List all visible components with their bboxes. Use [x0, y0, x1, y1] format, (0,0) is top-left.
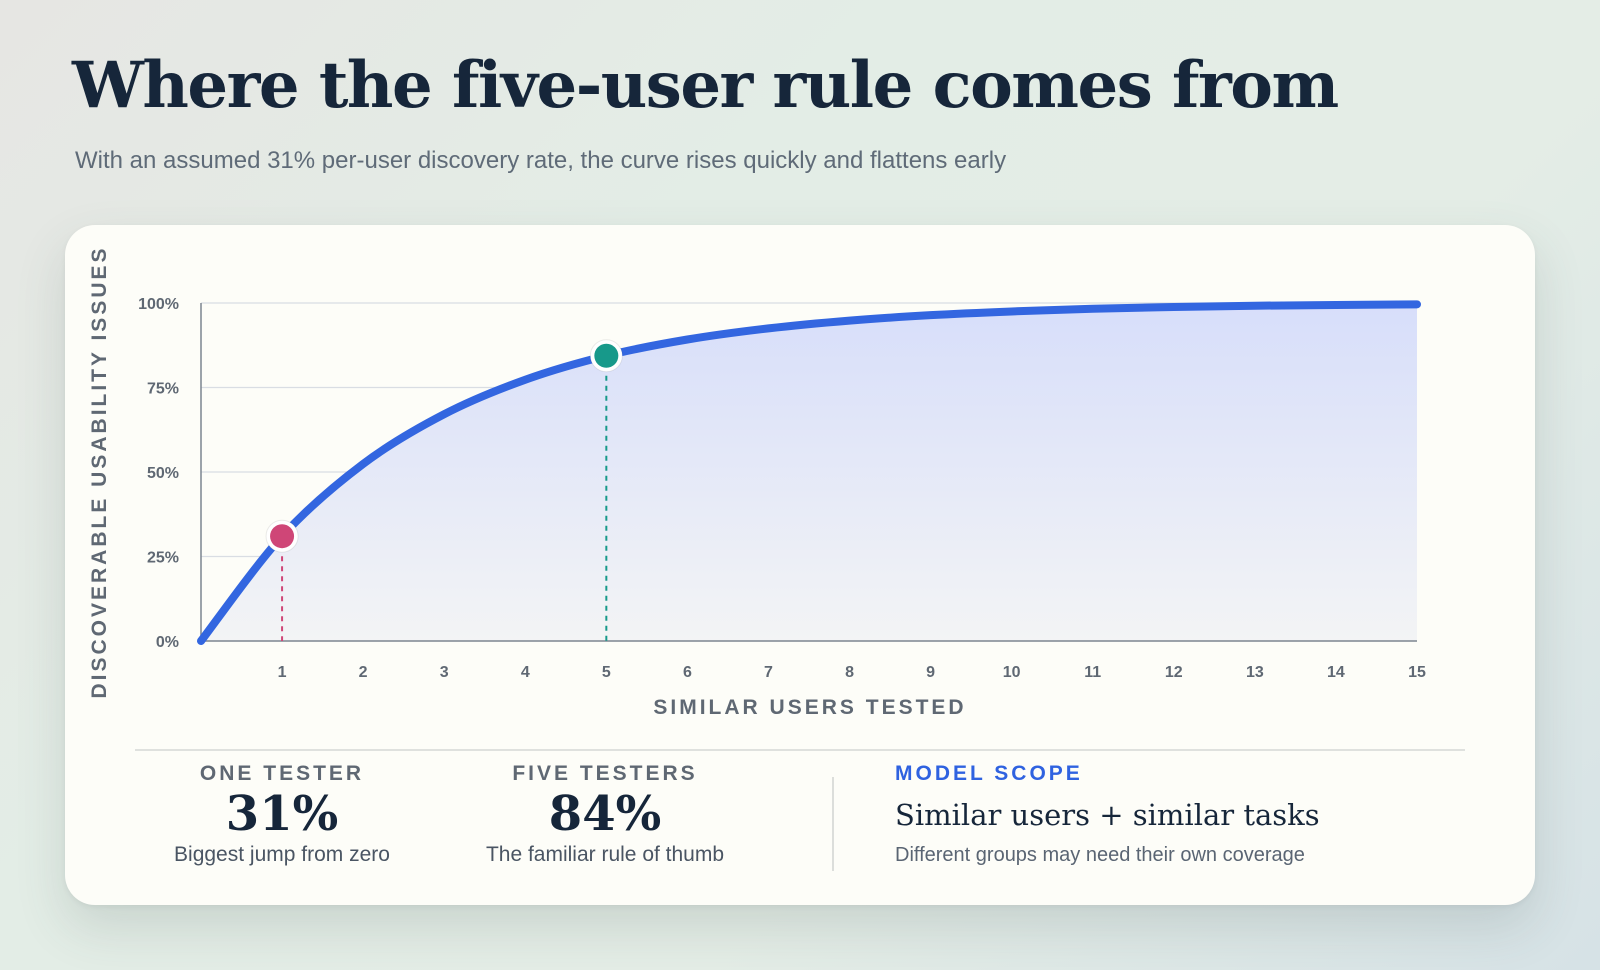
y-tick-label: 75% [147, 381, 179, 398]
x-tick-label: 4 [521, 664, 530, 681]
x-axis-label: SIMILAR USERS TESTED [653, 696, 966, 719]
highlight-point [270, 524, 295, 549]
stat-value: 84% [548, 786, 662, 842]
stat-five-testers: FIVE TESTERS 84% The familiar rule of th… [465, 762, 745, 867]
stat-value: 31% [225, 786, 339, 842]
y-tick-label: 0% [156, 634, 179, 651]
stat-label: FIVE TESTERS [512, 762, 698, 785]
stat-caption: The familiar rule of thumb [485, 842, 725, 866]
x-tick-label: 14 [1327, 664, 1345, 681]
highlight-point [594, 343, 619, 368]
stat-one-tester: ONE TESTER 31% Biggest jump from zero [157, 762, 407, 867]
stat-label: ONE TESTER [199, 762, 365, 785]
y-tick-label: 25% [147, 550, 179, 567]
axes [200, 303, 1417, 642]
scope-title: Similar users + similar tasks [895, 798, 1320, 832]
y-tick-label: 100% [138, 296, 179, 313]
x-tick-label: 8 [845, 664, 854, 681]
x-tick-label: 10 [1003, 664, 1021, 681]
x-tick-label: 6 [683, 664, 692, 681]
area-fill [201, 304, 1417, 641]
x-tick-label: 7 [764, 664, 773, 681]
scope-divider [832, 777, 834, 871]
chart-card: 0% 25% 50% 75% 100% 1 2 3 4 5 6 7 8 9 10 11 12 13 14 15 SIM… [65, 225, 1535, 905]
x-tick-label: 12 [1165, 664, 1183, 681]
x-tick-label: 1 [278, 664, 287, 681]
x-tick-label: 11 [1084, 664, 1101, 681]
page-title: Where the five-user rule comes from [72, 48, 1339, 123]
scope-label: MODEL SCOPE [895, 762, 1083, 785]
x-tick-label: 15 [1408, 664, 1426, 681]
discovery-curve-chart: 0%25%50%75%100%1 2 3 4 5 6 7 8 9 10 11 12 13 14 15 SIM… [88, 245, 1426, 719]
highlight-markers [265, 339, 623, 553]
x-tick-label: 5 [602, 664, 611, 681]
series-line [197, 300, 1421, 645]
model-scope: MODEL SCOPE Similar users + similar task… [895, 762, 1320, 867]
x-tick-label: 13 [1246, 664, 1264, 681]
stats-divider [135, 749, 1465, 751]
y-axis-label: DISCOVERABLE USABILITY ISSUES [88, 245, 111, 698]
y-tick-label: 50% [147, 465, 179, 482]
tick-labels: 0%25%50%75%100%1 2 3 4 5 6 7 8 9 10 11 12 13 14 15 [138, 296, 1426, 681]
page-subtitle: With an assumed 31% per-user discovery r… [75, 147, 1007, 174]
x-tick-label: 2 [359, 664, 368, 681]
scope-caption: Different groups may need their own cove… [895, 844, 1305, 866]
stat-caption: Biggest jump from zero [174, 842, 390, 866]
x-tick-label: 3 [440, 664, 449, 681]
x-tick-label: 9 [926, 664, 935, 681]
